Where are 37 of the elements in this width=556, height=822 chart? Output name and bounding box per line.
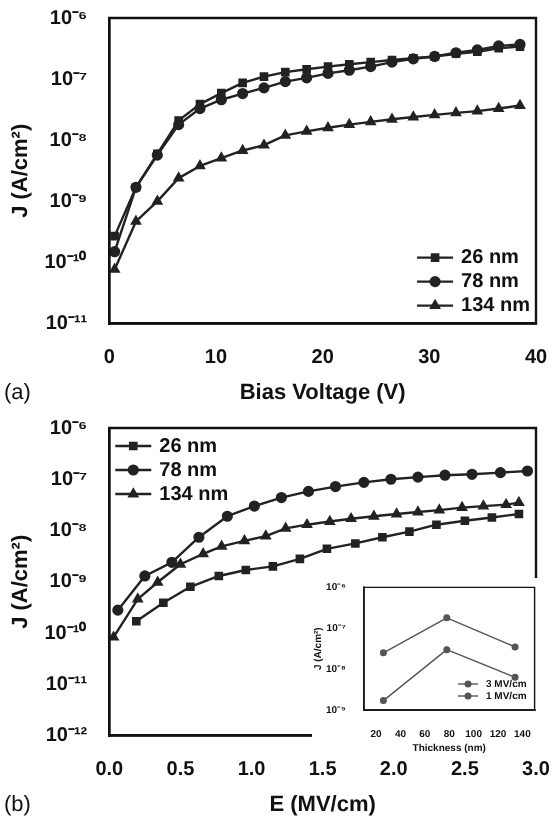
x-tick-label: 3.0 bbox=[522, 759, 551, 782]
y-tick-label: 10⁻¹⁰ bbox=[44, 620, 88, 645]
x-tick-label: 2.0 bbox=[379, 759, 409, 782]
x-tick-label: 10 bbox=[204, 347, 228, 370]
x-tick-label: 0.5 bbox=[166, 759, 196, 782]
x-tick-label: 0.0 bbox=[95, 759, 125, 782]
y-tick-label: 10⁻¹² bbox=[45, 725, 89, 748]
y-axis-title: J (A/cm²) bbox=[9, 534, 34, 629]
y-tick-label: 10⁻⁸ bbox=[49, 520, 88, 543]
x-axis-title: Bias Voltage (V) bbox=[239, 380, 407, 405]
x-tick-label: 20 bbox=[311, 347, 335, 370]
text: (b) bbox=[4, 793, 31, 818]
y-tick-label: 10⁻⁶ bbox=[49, 417, 88, 440]
y-tick-label: 10⁻⁹ bbox=[49, 190, 88, 213]
text: (a) bbox=[4, 381, 31, 406]
x-tick-label: 1.0 bbox=[237, 759, 267, 782]
x-tick-label: 40 bbox=[524, 347, 548, 370]
legend-label: 26 nm bbox=[461, 247, 520, 270]
y-tick-label: 10⁻⁸ bbox=[49, 129, 88, 152]
x-tick-label: 1.5 bbox=[308, 759, 338, 782]
y-tick-label: 10⁻⁷ bbox=[50, 468, 88, 491]
y-axis-title: J (A/cm²) bbox=[9, 123, 34, 218]
y-tick-label: 10⁻¹⁰ bbox=[44, 249, 88, 274]
y-tick-label: 10⁻⁶ bbox=[49, 7, 88, 30]
x-axis-title: E (MV/cm) bbox=[269, 792, 377, 817]
y-tick-label: 10⁻¹¹ bbox=[45, 313, 89, 336]
legend-label: 78 nm bbox=[461, 271, 520, 294]
x-tick-label: 30 bbox=[418, 347, 442, 370]
legend-label: 134 nm bbox=[461, 295, 531, 318]
y-tick-label: 10⁻⁹ bbox=[49, 571, 88, 594]
legend-label: 134 nm bbox=[159, 483, 229, 506]
y-tick-label: 10⁻¹¹ bbox=[45, 673, 89, 696]
x-tick-label: 0 bbox=[103, 347, 116, 370]
legend-label: 78 nm bbox=[159, 459, 218, 482]
x-tick-label: 2.5 bbox=[450, 759, 480, 782]
legend-label: 26 nm bbox=[159, 435, 218, 458]
y-tick-label: 10⁻⁷ bbox=[50, 68, 88, 91]
